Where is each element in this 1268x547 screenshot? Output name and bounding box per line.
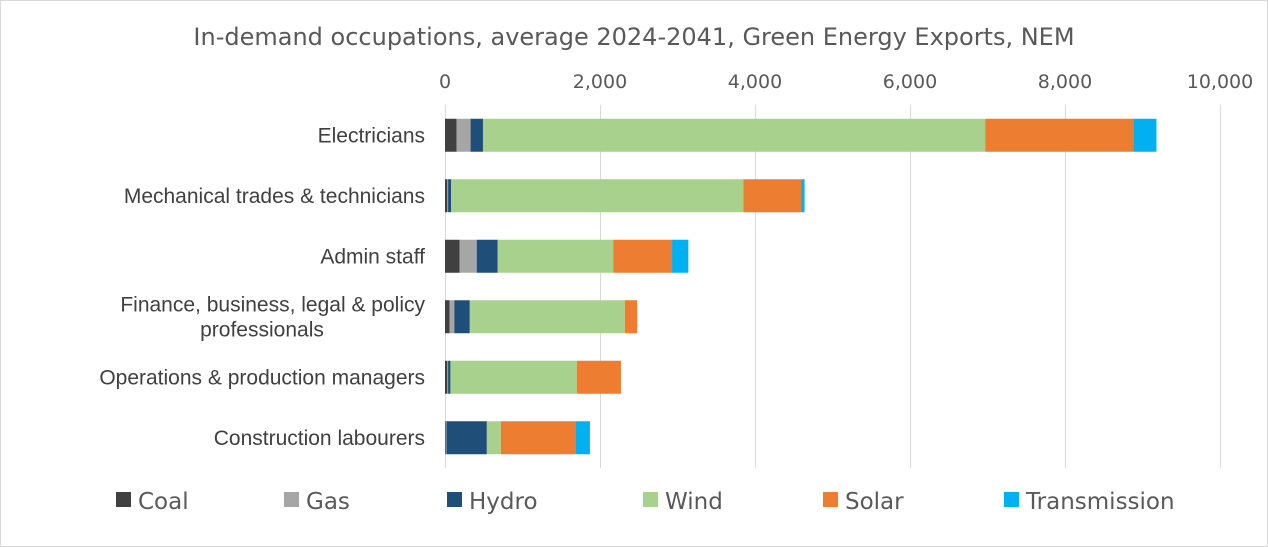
x-tick-label: 8,000 [1038,71,1092,93]
bar-segment [469,300,625,334]
legend-item: Coal [116,489,189,515]
x-tick-label: 2,000 [573,71,627,93]
bar-segment [459,239,477,273]
bar-segment [448,360,451,394]
bar-segment [448,179,452,213]
bar-segment [445,421,447,455]
bar-segment [445,421,446,455]
stacked-bars [445,118,1157,455]
category-label: Electricians [318,124,425,147]
bar-segment [576,360,621,394]
legend-swatch [1004,492,1019,507]
category-label: Construction labourers [214,427,425,450]
chart-title: In-demand occupations, average 2024-2041… [193,23,1074,51]
bar-segment [450,360,577,394]
bar-segment [486,421,501,455]
bar-segment [449,300,455,334]
legend-label: Solar [845,489,904,515]
bar-segment [445,300,450,334]
legend-swatch [447,492,462,507]
bar-segment [445,360,448,394]
bar-segment [482,118,986,152]
bar-segment [454,300,470,334]
legend: Coal Gas Hydro Wind Solar Transmission [116,489,1175,515]
bar-segment [500,421,576,455]
legend-label: Gas [306,489,350,515]
bar-segment [476,239,498,273]
bar-segment [613,239,673,273]
bar-segment [497,239,614,273]
x-tick-label: 0 [439,71,451,93]
bar-segment [445,239,460,273]
bar-segment [470,118,483,152]
bar-segment [575,421,590,455]
legend-item: Transmission [1004,489,1175,515]
category-label: Finance, business, legal & policy profess… [120,293,425,341]
legend-label: Transmission [1025,489,1175,515]
bar-segment [451,179,744,213]
legend-swatch [823,492,838,507]
x-tick-label: 4,000 [728,71,782,93]
bar-segment [985,118,1134,152]
category-labels: Electricians Mechanical trades & technici… [99,124,425,450]
category-label: Operations & production managers [99,366,425,389]
bar-segment [445,118,457,152]
bar-segment [801,179,805,213]
x-axis-ticks: 0 2,000 4,000 6,000 8,000 10,000 [439,71,1253,93]
category-label: Mechanical trades & technicians [124,185,425,208]
x-tick-label: 10,000 [1187,71,1253,93]
legend-swatch [284,492,299,507]
legend-label: Wind [665,489,723,515]
bar-segment [456,118,471,152]
gridlines [445,105,1221,468]
legend-item: Wind [643,489,723,515]
category-label: Admin staff [320,245,425,268]
bar-segment [445,179,448,213]
bar-segment [1133,118,1157,152]
bar-segment [446,421,487,455]
legend-label: Hydro [469,489,538,515]
x-tick-label: 6,000 [883,71,937,93]
bar-segment [447,360,449,394]
bar-segment [743,179,802,213]
legend-swatch [116,492,131,507]
legend-item: Solar [823,489,904,515]
legend-label: Coal [138,489,189,515]
bar-segment [624,300,638,334]
bar-segment [447,179,449,213]
legend-item: Hydro [447,489,538,515]
legend-item: Gas [284,489,350,515]
bar-segment [672,239,689,273]
legend-swatch [643,492,658,507]
